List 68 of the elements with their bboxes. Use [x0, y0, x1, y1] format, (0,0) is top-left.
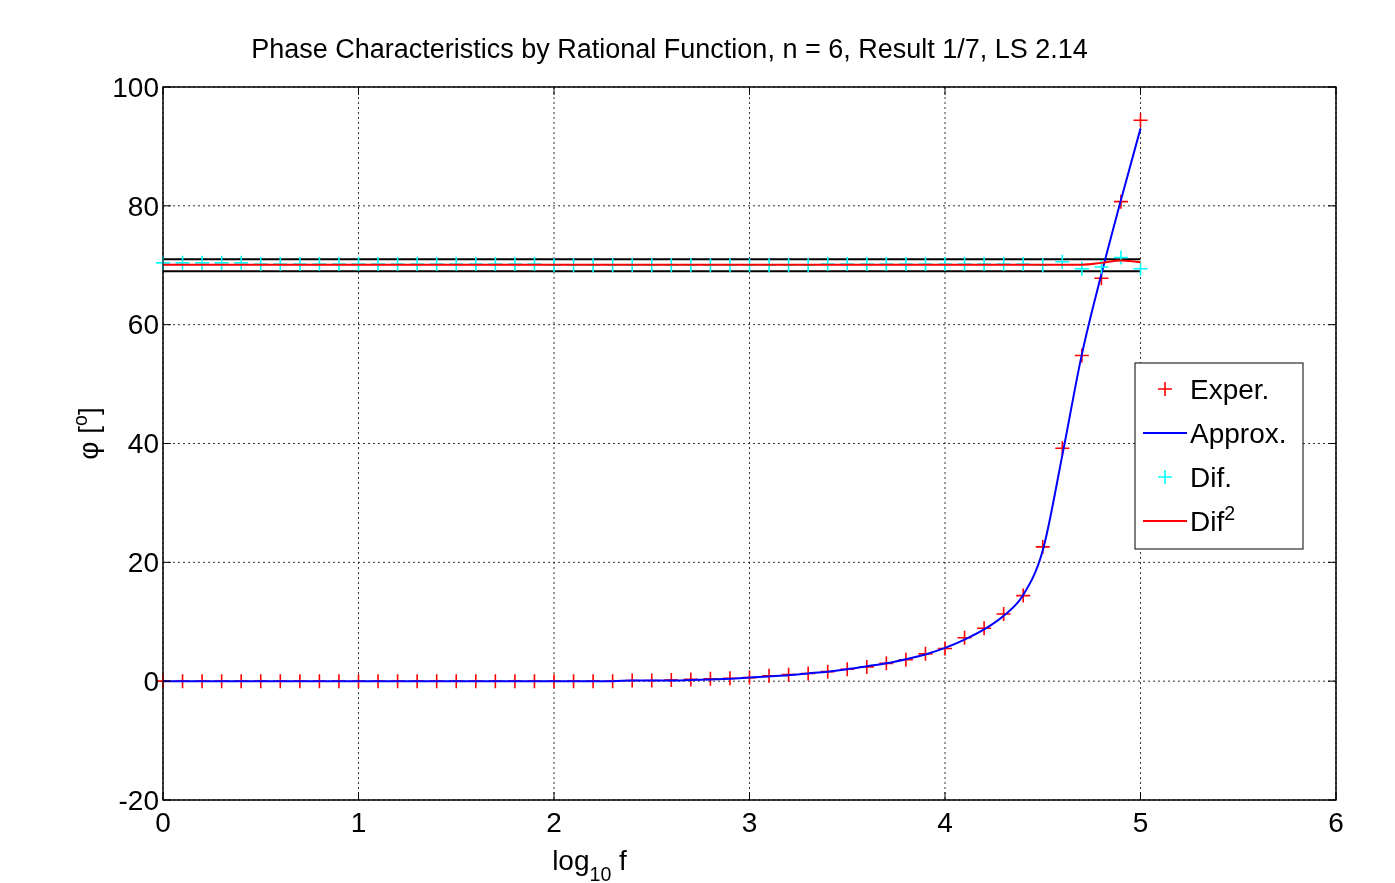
point	[468, 256, 484, 272]
y-tick-label: -20	[118, 784, 159, 816]
point	[956, 256, 973, 272]
point	[1113, 193, 1129, 210]
point	[1034, 539, 1051, 555]
x-tick-label: 2	[546, 807, 562, 838]
point	[526, 256, 543, 272]
point	[174, 255, 191, 271]
point	[194, 255, 210, 271]
point	[1015, 587, 1031, 604]
x-axis-title: log$_{10}$ f	[552, 845, 628, 883]
point	[370, 256, 386, 272]
point	[350, 256, 367, 272]
point	[233, 255, 249, 271]
x-tick-label: 3	[741, 807, 758, 838]
line-series	[162, 127, 1142, 683]
point	[859, 256, 875, 272]
point	[995, 606, 1012, 622]
y-tick-label: 60	[127, 309, 159, 341]
point	[311, 256, 328, 272]
point	[507, 256, 523, 272]
point	[448, 256, 465, 272]
point	[937, 256, 953, 272]
point	[878, 256, 895, 272]
point	[428, 256, 445, 272]
point	[898, 256, 914, 272]
point	[213, 255, 230, 271]
legend-label: Approx.	[1190, 417, 1287, 449]
point	[898, 651, 914, 668]
y-tick-label: 20	[127, 547, 159, 579]
x-tick-label: 4	[937, 807, 953, 838]
y-tick-label: 80	[127, 190, 159, 222]
point	[819, 256, 836, 272]
legend-label: Exper.	[1190, 373, 1270, 405]
point	[917, 646, 934, 662]
y-tick-label: 40	[127, 428, 159, 460]
point	[917, 256, 934, 272]
point	[272, 256, 289, 272]
point	[1074, 347, 1090, 364]
legend-label: Dif.	[1190, 461, 1232, 493]
legend-label: Dif$^{2}$	[1190, 501, 1236, 537]
point	[1015, 256, 1031, 272]
point	[389, 256, 406, 272]
point	[1093, 259, 1110, 275]
point	[1132, 112, 1149, 129]
point	[976, 620, 992, 637]
point	[722, 670, 738, 686]
point	[937, 640, 953, 657]
point	[331, 256, 347, 272]
point	[956, 629, 973, 646]
x-tick-label: 6	[1328, 807, 1344, 838]
x-tick-label: 5	[1132, 807, 1149, 838]
point	[1074, 261, 1090, 277]
point	[839, 256, 856, 272]
point	[1132, 261, 1149, 277]
point	[839, 661, 856, 678]
point	[1054, 253, 1071, 270]
point	[409, 256, 425, 272]
point	[976, 256, 992, 272]
point	[487, 256, 504, 272]
y-tick-label: 0	[143, 665, 159, 697]
x-tick-label: 1	[350, 807, 367, 838]
chart-title: Phase Characteristics by Rational Function, n = 6, Result 1/7, LS 2.14	[251, 34, 1088, 64]
point	[1113, 249, 1129, 266]
point	[292, 256, 308, 272]
point	[252, 256, 269, 272]
point	[995, 256, 1012, 272]
y-tick-label: 100	[112, 71, 159, 103]
